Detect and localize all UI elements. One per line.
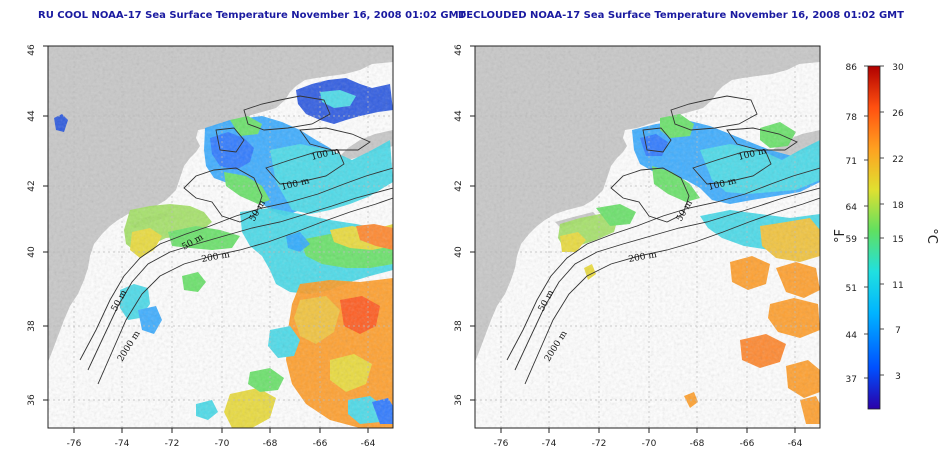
x-tick-label: -66: [740, 439, 755, 449]
left-map-panel: 100 m 100 m 50 m 50 m 200 m 50 m 2000 m …: [27, 44, 394, 449]
fahrenheit-tick-label: 37: [846, 375, 857, 385]
y-tick-label: 42: [27, 180, 37, 191]
y-tick-label: 38: [454, 320, 464, 332]
y-tick-label: 40: [27, 246, 37, 258]
colorbar-gradient: [867, 65, 881, 410]
y-tick-label: 46: [454, 44, 464, 56]
bathymetry-contours: [79, 95, 393, 385]
fahrenheit-unit-label: °F: [833, 229, 848, 243]
y-tick-label: 36: [27, 394, 37, 406]
fahrenheit-tick-label: 78: [846, 113, 858, 123]
contour-label: 200 m: [201, 250, 231, 265]
celsius-tick-label: 11: [892, 281, 903, 291]
x-tick-label: -76: [494, 439, 509, 449]
colorbar-ticks: [864, 65, 884, 379]
y-tick-labels: 36 38 40 42 44 46: [454, 44, 464, 406]
y-tick-label: 44: [27, 110, 37, 122]
x-tick-label: -64: [788, 439, 803, 449]
celsius-tick-label: 22: [892, 155, 903, 165]
y-tick-label: 36: [454, 394, 464, 406]
y-tick-label: 42: [454, 180, 464, 191]
celsius-tick-label: 26: [892, 109, 904, 119]
left-map-title: RU COOL NOAA-17 Sea Surface Temperature …: [38, 10, 466, 21]
fahrenheit-tick-labels: 86 78 71 64 59 51 44 37: [846, 63, 858, 385]
fahrenheit-tick-label: 59: [846, 235, 858, 245]
x-tick-label: -70: [642, 439, 657, 449]
celsius-tick-label: 30: [892, 63, 904, 73]
x-tick-label: -68: [263, 439, 278, 449]
x-axis: [73, 428, 369, 433]
bathymetry-contours: [506, 95, 820, 385]
map-frame: [474, 45, 821, 429]
right-map-title: DECLOUDED NOAA-17 Sea Surface Temperatur…: [458, 10, 904, 21]
x-tick-label: -70: [215, 439, 230, 449]
temperature-colorbar: 86 78 71 64 59 51 44 37 30 26 22 18 15 1…: [833, 63, 939, 410]
y-tick-label: 40: [454, 246, 464, 258]
x-tick-label: -76: [67, 439, 82, 449]
celsius-tick-label: 15: [892, 235, 903, 245]
celsius-unit-label: °C: [924, 228, 939, 244]
x-tick-label: -74: [115, 439, 130, 449]
celsius-tick-label: 18: [892, 201, 904, 211]
x-tick-labels: -76 -74 -72 -70 -68 -66 -64: [67, 439, 376, 449]
map-frame: [47, 45, 394, 429]
celsius-tick-label: 7: [895, 326, 901, 336]
y-axis: [43, 45, 48, 401]
y-axis: [470, 45, 475, 401]
x-tick-label: -68: [690, 439, 705, 449]
y-tick-label: 46: [27, 44, 37, 56]
fahrenheit-tick-label: 44: [846, 331, 858, 341]
y-tick-labels: 36 38 40 42 44 46: [27, 44, 37, 406]
x-axis: [500, 428, 796, 433]
celsius-tick-label: 3: [895, 372, 901, 382]
x-tick-label: -72: [165, 439, 180, 449]
contour-label: 200 m: [628, 250, 658, 265]
y-tick-label: 44: [454, 110, 464, 122]
fahrenheit-tick-label: 64: [846, 203, 858, 213]
fahrenheit-tick-label: 71: [846, 157, 857, 167]
fahrenheit-tick-label: 51: [846, 284, 857, 294]
x-tick-label: -64: [361, 439, 376, 449]
x-tick-label: -72: [592, 439, 607, 449]
right-map-panel: 100 m 100 m 50 m 200 m 50 m 2000 m -76 -…: [454, 44, 821, 449]
x-tick-label: -66: [313, 439, 328, 449]
fahrenheit-tick-label: 86: [846, 63, 858, 73]
x-tick-labels: -76 -74 -72 -70 -68 -66 -64: [494, 439, 803, 449]
x-tick-label: -74: [542, 439, 557, 449]
y-tick-label: 38: [27, 320, 37, 332]
celsius-tick-labels: 30 26 22 18 15 11 7 3: [892, 63, 904, 382]
